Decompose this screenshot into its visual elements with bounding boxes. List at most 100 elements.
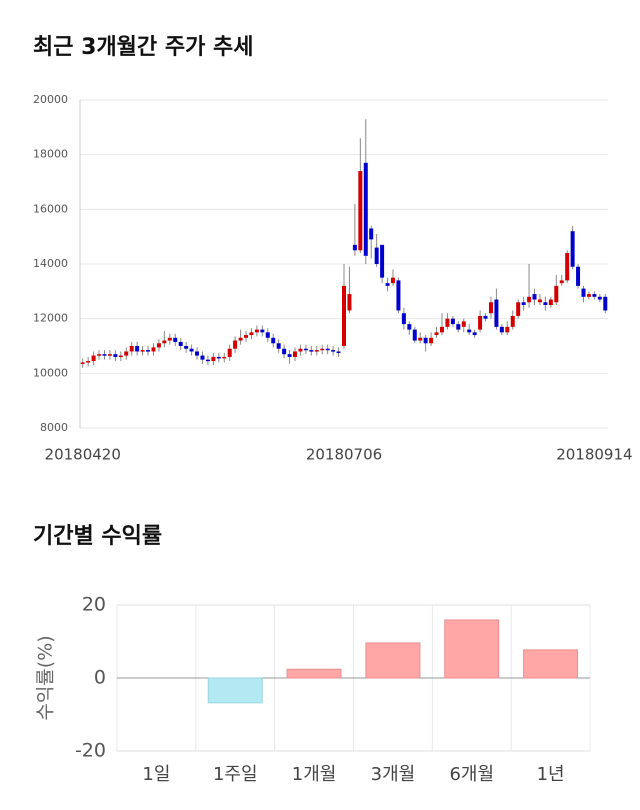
candle-body xyxy=(505,326,510,333)
candle-body xyxy=(380,244,385,278)
chart-title: 기간별 수익률 xyxy=(33,524,162,549)
candle-body xyxy=(216,356,221,359)
candle-body xyxy=(592,294,597,297)
x-tick-label: 20180420 xyxy=(45,446,121,464)
candle-body xyxy=(445,318,450,327)
candle-body xyxy=(227,348,232,357)
x-tick-label: 1개월 xyxy=(292,764,337,785)
candle-body xyxy=(483,315,488,319)
candle-body xyxy=(597,296,602,300)
candle-body xyxy=(434,332,439,336)
candle-body xyxy=(238,337,243,341)
candle-body xyxy=(200,355,205,360)
chart-title: 최근 3개월간 주가 추세 xyxy=(33,35,253,60)
candle-body xyxy=(488,302,493,314)
candle-body xyxy=(347,294,352,311)
candle-body xyxy=(129,346,134,352)
candle-body xyxy=(586,294,591,297)
y-tick-label: 10000 xyxy=(33,366,68,379)
candle-body xyxy=(293,351,298,357)
candle-body xyxy=(352,244,357,251)
candle-body xyxy=(401,313,406,325)
candle-body xyxy=(527,296,532,303)
candle-body xyxy=(282,348,287,355)
candle-body xyxy=(385,283,390,286)
candle-body xyxy=(325,348,330,351)
candle-body xyxy=(543,302,548,305)
bar xyxy=(365,642,421,679)
candle-body xyxy=(456,324,461,330)
candle-body xyxy=(260,329,265,333)
candle-body xyxy=(499,326,504,333)
candle-body xyxy=(276,343,281,349)
x-tick-label: 1년 xyxy=(537,764,565,785)
candle-body xyxy=(205,359,210,362)
candle-body xyxy=(249,332,254,336)
candle-body xyxy=(423,337,428,344)
candle-body xyxy=(358,171,363,251)
y-tick-label: 20 xyxy=(82,594,106,616)
candle-body xyxy=(303,348,308,351)
candle-body xyxy=(494,299,499,327)
candle-body xyxy=(265,332,270,338)
candle-body xyxy=(80,362,85,364)
candle-body xyxy=(472,332,477,336)
x-tick-label: 6개월 xyxy=(449,764,494,785)
candle-body xyxy=(124,351,129,356)
candle-body xyxy=(102,354,107,356)
candle-body xyxy=(156,343,161,348)
candle-body xyxy=(91,355,96,362)
y-tick-label: 18000 xyxy=(33,148,68,161)
candle-body xyxy=(162,340,167,344)
candle-body xyxy=(450,318,455,325)
candle-body xyxy=(178,341,183,346)
candle-body xyxy=(581,288,586,297)
x-tick-label: 3개월 xyxy=(371,764,416,785)
candle-body xyxy=(363,162,368,256)
x-tick-label: 1일 xyxy=(142,764,170,785)
candle-body xyxy=(173,337,178,342)
candle-body xyxy=(412,329,417,341)
candle-body xyxy=(195,351,200,356)
y-tick-label: 12000 xyxy=(33,312,68,325)
candle-body xyxy=(429,337,434,344)
candle-body xyxy=(189,348,194,352)
candle-body xyxy=(309,350,314,352)
candle-body xyxy=(418,337,423,341)
candle-body xyxy=(570,231,575,267)
bar xyxy=(286,668,342,679)
candle-body xyxy=(467,329,472,333)
candle-body xyxy=(478,315,483,330)
x-tick-label: 20180914 xyxy=(556,446,632,464)
y-axis-label: 수익률(%) xyxy=(35,635,57,720)
candle-body xyxy=(336,351,341,353)
candle-body xyxy=(167,337,172,341)
y-tick-label: 8000 xyxy=(40,421,68,434)
candle-body xyxy=(254,329,259,333)
candle-body xyxy=(222,356,227,359)
candle-body xyxy=(565,253,570,281)
candle-body xyxy=(298,348,303,352)
y-tick-label: -20 xyxy=(75,740,106,762)
candle-body xyxy=(107,354,112,356)
candle-body xyxy=(461,321,466,327)
candle-body xyxy=(211,356,216,362)
candle-body xyxy=(407,324,412,330)
candle-body xyxy=(271,337,276,344)
candle-body xyxy=(118,355,123,358)
candle-body xyxy=(390,277,395,284)
candle-body xyxy=(396,280,401,311)
candle-body xyxy=(342,285,346,346)
candle-body xyxy=(140,350,145,352)
candle-body xyxy=(548,299,553,305)
candle-body xyxy=(320,348,325,351)
candle-body xyxy=(439,326,444,333)
y-tick-label: 20000 xyxy=(33,93,68,106)
x-tick-label: 1주일 xyxy=(213,764,258,785)
candle-body xyxy=(113,354,118,357)
candle-body xyxy=(576,266,581,286)
candle-body xyxy=(233,340,238,349)
y-tick-label: 16000 xyxy=(33,202,68,215)
candle-body xyxy=(151,347,156,352)
